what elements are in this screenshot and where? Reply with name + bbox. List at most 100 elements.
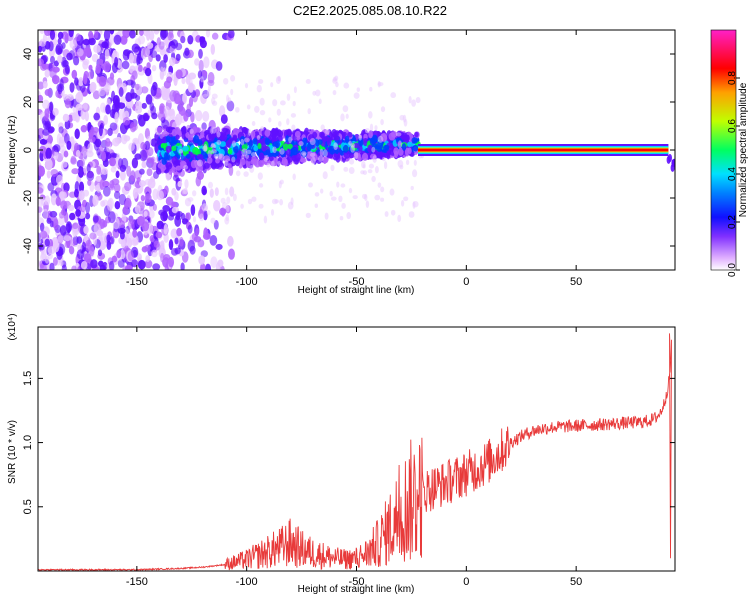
spectrogram-cell xyxy=(189,245,196,255)
spectrogram-cell xyxy=(91,53,99,63)
spectrogram-cell xyxy=(71,168,80,175)
spectrogram-cell xyxy=(149,235,155,243)
spectrogram-cell xyxy=(157,111,166,121)
spectrogram-cell xyxy=(240,138,245,146)
spectrogram-cell xyxy=(71,265,77,270)
spectrogram-cell xyxy=(231,156,236,163)
spectrogram-cell xyxy=(210,217,216,224)
carrier-core xyxy=(418,148,669,152)
spectrogram-cell xyxy=(290,113,297,118)
spectrogram-cell xyxy=(228,248,235,260)
spectrogram-cell xyxy=(98,124,103,137)
spectrogram-cell xyxy=(111,102,120,115)
spectrogram-cell xyxy=(211,142,215,148)
spectrogram-cell xyxy=(165,145,172,153)
spectrogram-cell xyxy=(141,160,147,169)
spectrogram-cell xyxy=(349,158,355,165)
spectrogram-cell xyxy=(156,126,163,134)
spectrogram-y-tick-label: 20 xyxy=(22,96,34,108)
spectrogram-cell xyxy=(83,165,88,174)
spectrogram-cell xyxy=(42,80,48,89)
spectrogram-cell xyxy=(189,78,193,87)
spectrogram-cell xyxy=(203,162,210,169)
spectrogram-cell xyxy=(75,209,81,217)
snr-x-tick-label: -100 xyxy=(236,576,258,588)
spectrogram-cell xyxy=(149,30,155,41)
spectrogram-cell xyxy=(99,179,105,191)
spectrogram-cell xyxy=(377,182,382,188)
spectrogram-cell xyxy=(306,142,312,152)
spectrogram-cell xyxy=(77,165,85,178)
spectrogram-cell xyxy=(291,124,296,131)
spectrogram-cell xyxy=(98,75,107,87)
spectrogram-cell xyxy=(343,82,350,89)
spectrogram-cell xyxy=(122,49,130,61)
spectrogram-cell xyxy=(320,188,324,194)
spectrogram-cell xyxy=(257,142,262,150)
spectrogram-cell xyxy=(120,96,127,104)
spectrogram-cell xyxy=(89,232,97,240)
spectrogram-cell xyxy=(365,200,370,208)
spectrogram-cell xyxy=(139,168,145,175)
spectrogram-cell xyxy=(179,236,184,247)
spectrogram-y-tick-label: -40 xyxy=(22,238,34,254)
spectrogram-cell xyxy=(282,143,289,151)
spectrogram-cell xyxy=(124,200,130,209)
spectrogram-cell xyxy=(305,212,311,219)
spectrogram-cell xyxy=(259,109,266,116)
spectrogram-cell xyxy=(106,234,111,243)
spectrogram-cell xyxy=(184,179,189,189)
spectrogram-cell xyxy=(412,169,418,178)
spectrogram-x-tick-label: -100 xyxy=(236,276,258,288)
spectrogram-cell xyxy=(241,148,248,157)
spectrogram-cell xyxy=(402,114,407,123)
spectrogram-cell xyxy=(53,60,59,67)
spectrogram-cell xyxy=(196,153,204,160)
spectrogram-cell xyxy=(55,174,64,185)
spectrogram-cell xyxy=(38,58,44,67)
snr-frame xyxy=(37,326,676,572)
spectrogram-cell xyxy=(258,183,264,188)
spectrogram-cell xyxy=(332,76,337,82)
spectrogram-cell xyxy=(350,143,356,148)
spectrogram-cell xyxy=(38,243,45,251)
spectrogram-cell xyxy=(209,235,218,246)
spectrogram-cell xyxy=(85,201,91,214)
spectrogram-cell xyxy=(114,136,122,144)
spectrogram-cell xyxy=(55,196,61,207)
spectrogram-cell xyxy=(145,46,151,57)
spectrogram-cell xyxy=(202,232,211,240)
spectrogram-cell xyxy=(125,92,133,103)
spectrogram-cell xyxy=(343,166,349,172)
spectrogram-cell xyxy=(50,193,57,206)
spectrogram-cell xyxy=(183,165,189,170)
spectrogram-y-tick-label: 0 xyxy=(22,147,34,153)
spectrogram-cell xyxy=(397,140,402,149)
spectrogram-cell xyxy=(279,100,286,106)
spectrogram-cell xyxy=(170,228,178,239)
spectrogram-cell xyxy=(397,214,402,223)
spectrogram-cell xyxy=(207,85,212,91)
spectrogram-cell xyxy=(210,256,218,268)
spectrogram-cell xyxy=(358,145,363,152)
spectrogram-cell xyxy=(377,135,384,143)
spectrogram-cell xyxy=(211,162,217,170)
spectrogram-cell xyxy=(178,149,184,154)
spectrogram-cell xyxy=(247,198,253,205)
spectrogram-cell xyxy=(130,170,136,182)
spectrogram-cell xyxy=(38,81,45,90)
spectrogram-cell xyxy=(44,256,50,264)
spectrogram-cell xyxy=(354,151,359,159)
spectrogram-cell xyxy=(293,86,297,94)
spectrogram-cell xyxy=(98,145,104,154)
spectrogram-cell xyxy=(84,111,89,122)
spectrogram-panel: -150 -100 -50 0 50 40 20 0 -20 -40 Height of str… xyxy=(7,29,676,296)
spectrogram-cell xyxy=(146,62,151,69)
spectrogram-cell xyxy=(219,141,227,147)
spectrogram-cell xyxy=(64,119,71,130)
spectrogram-cell xyxy=(123,135,131,142)
spectrogram-cell xyxy=(384,144,390,150)
spectrogram-heatmap xyxy=(38,30,675,270)
spectrogram-cell xyxy=(144,140,151,151)
spectrogram-cell xyxy=(158,209,165,216)
